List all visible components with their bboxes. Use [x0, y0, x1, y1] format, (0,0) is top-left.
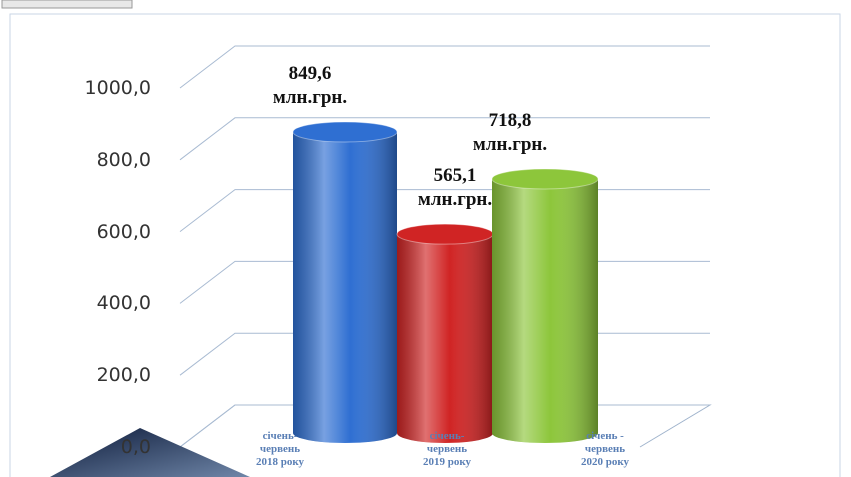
x-tick-label: січень - червень 2020 року [580, 430, 630, 468]
x-tick-label: січень- червень 2019 року [422, 430, 472, 468]
value-label: 849,6 млн.грн. [272, 62, 348, 108]
value-label: 718,8 млн.грн. [472, 109, 548, 155]
grid-line [179, 45, 710, 89]
toolbar-button[interactable] [1, 0, 133, 9]
y-tick-label: 400,0 [96, 292, 151, 315]
cylinder-top [491, 168, 599, 190]
cylinder-shine [293, 131, 397, 444]
x-tick-label: січень- червень 2018 року [255, 430, 305, 468]
y-tick-label: 0,0 [120, 436, 151, 458]
bar [396, 223, 494, 443]
value-label: 565,1 млн.грн. [417, 165, 493, 211]
grid-line [179, 117, 710, 161]
cylinder-shine [492, 178, 598, 443]
decor-wedge [50, 428, 250, 477]
y-tick-label: 800,0 [96, 148, 151, 171]
y-tick-label: 200,0 [96, 364, 151, 387]
cylinder-top [292, 121, 398, 143]
cylinder-shine [397, 234, 493, 443]
y-tick-label: 1000,0 [84, 77, 151, 99]
bar [292, 121, 398, 444]
y-tick-label: 600,0 [96, 220, 151, 243]
frame [9, 13, 841, 477]
cylinder-top [396, 223, 494, 245]
bars [292, 121, 599, 444]
bar [491, 168, 599, 443]
